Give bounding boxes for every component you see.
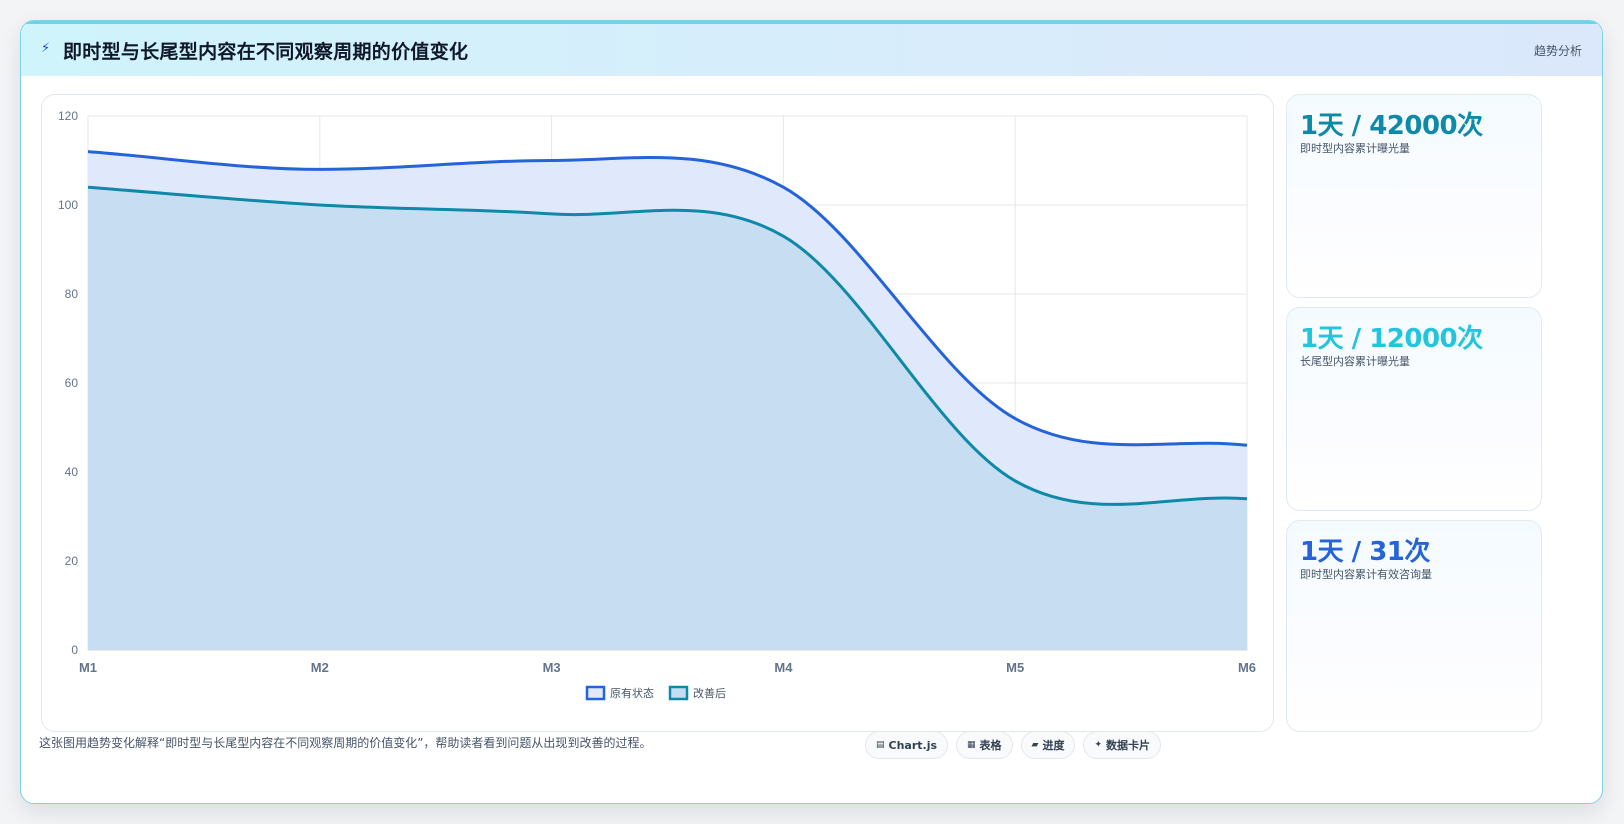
x-tick-label: M2 [311,660,329,675]
y-tick-label: 60 [65,376,79,390]
chip-label: 数据卡片 [1106,739,1151,752]
stat-label: 即时型内容累计有效咨询量 [1300,568,1432,581]
legend-label: 原有状态 [610,686,654,700]
stat-card-3: 1天 / 31次 即时型内容累计有效咨询量 [1286,520,1542,732]
stat-label: 即时型内容累计曝光量 [1300,142,1410,155]
stat-value: 1天 / 12000次 [1300,324,1483,354]
sparkle-icon: ✦ [1094,740,1103,750]
tech-chips: ▤ Chart.js ▦ 表格 ▰ 进度 ✦ 数据卡片 [865,731,1162,759]
chip-label: 进度 [1042,739,1065,752]
y-tick-label: 100 [58,198,78,212]
x-tick-label: M4 [774,660,793,675]
y-tick-label: 80 [65,287,79,301]
series-line-1 [87,150,1248,447]
lightning-icon: ⚡ [41,41,51,56]
table-icon: ▦ [967,740,976,750]
y-tick-label: 120 [58,109,78,123]
x-tick-label: M5 [1006,660,1024,675]
chip-chartjs[interactable]: ▤ Chart.js [865,731,949,759]
chart-title: 即时型与长尾型内容在不同观察周期的价值变化 [63,41,469,63]
chart-card: ⚡ 即时型与长尾型内容在不同观察周期的价值变化 趋势分析 0 20 40 60 80 10… [20,20,1603,804]
x-tick-label: M6 [1238,660,1256,675]
chart-panel: 0 20 40 60 80 100 120 M1 M2 M3 M4 M5 M6 原有状态 改善后 [41,94,1274,732]
y-tick-label: 20 [65,554,79,568]
y-tick-label: 40 [65,465,79,479]
chip-label: 表格 [979,739,1002,752]
series-area-2 [88,187,1247,650]
chip-label: Chart.js [888,738,938,752]
stat-card-1: 1天 / 42000次 即时型内容累计曝光量 [1286,94,1542,298]
chart-icon: ▤ [876,740,885,750]
legend-swatch [585,685,606,701]
category-tag: 趋势分析 [1533,44,1582,58]
card-header: ⚡ 即时型与长尾型内容在不同观察周期的价值变化 趋势分析 [21,21,1602,76]
stat-card-2: 1天 / 12000次 长尾型内容累计曝光量 [1286,307,1542,511]
stat-label: 长尾型内容累计曝光量 [1300,355,1410,368]
chip-table[interactable]: ▦ 表格 [956,731,1013,759]
area-chart: 0 20 40 60 80 100 120 M1 M2 M3 M4 M5 M6 原有状态 改善后 [58,109,1256,701]
y-tick-label: 0 [71,643,78,657]
legend-label: 改善后 [693,686,726,700]
chip-data-card[interactable]: ✦ 数据卡片 [1083,731,1162,759]
series-line-2 [87,185,1248,506]
chart-description: 这张图用趋势变化解释“即时型与长尾型内容在不同观察周期的价值变化”，帮助读者看到… [39,736,652,750]
stat-value: 1天 / 42000次 [1300,111,1483,141]
progress-icon: ▰ [1031,740,1039,750]
legend-swatch [668,685,689,701]
x-tick-label: M3 [543,660,561,675]
stat-value: 1天 / 31次 [1300,537,1430,567]
chip-progress[interactable]: ▰ 进度 [1020,731,1076,759]
x-tick-label: M1 [79,660,97,675]
